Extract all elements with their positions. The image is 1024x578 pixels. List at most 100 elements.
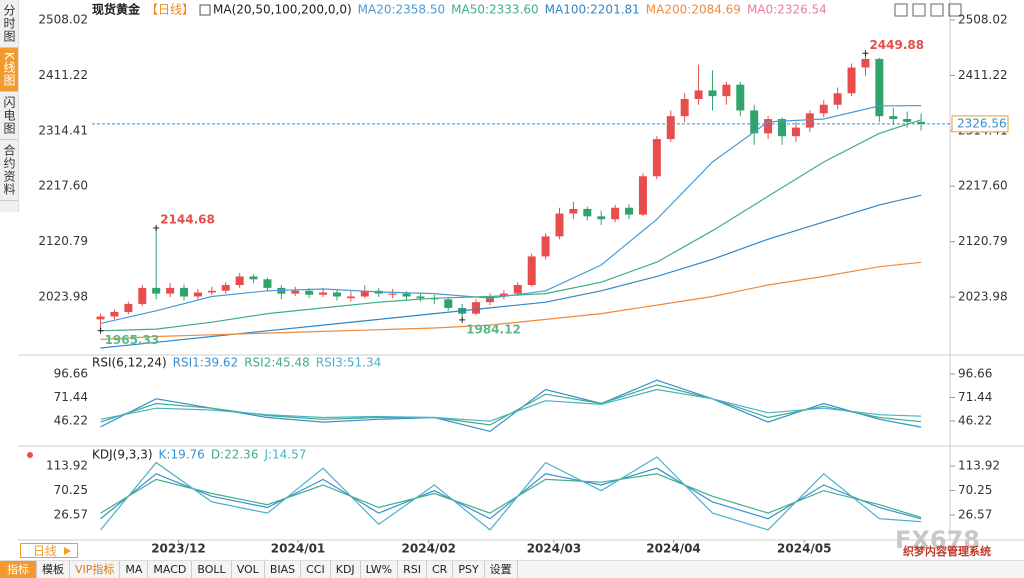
candle-body bbox=[903, 119, 912, 122]
kdj-icon bbox=[27, 452, 33, 458]
y-tick-label-left: 2217.60 bbox=[38, 179, 88, 193]
side-tabs: 分时图 K线图 闪电图 合约资料 bbox=[0, 0, 19, 212]
candle-body bbox=[207, 290, 216, 293]
toolbar-button[interactable]: 模板 bbox=[37, 561, 70, 578]
candle-body bbox=[819, 104, 828, 114]
x-tick-label: 2024/05 bbox=[777, 542, 831, 556]
candle-body bbox=[597, 216, 606, 220]
candle-body bbox=[583, 208, 592, 217]
last-price-label: 2326.56 bbox=[957, 116, 1007, 130]
side-tab[interactable]: 闪电图 bbox=[0, 92, 18, 140]
extreme-label: 2449.88 bbox=[869, 38, 924, 52]
x-tick-label: 2024/03 bbox=[527, 542, 581, 556]
candle-body bbox=[416, 296, 425, 299]
icon[interactable] bbox=[894, 3, 908, 17]
toolbar-button[interactable]: MACD bbox=[148, 561, 193, 578]
toolbar-button[interactable]: RSI bbox=[398, 561, 427, 578]
candle-body bbox=[791, 127, 800, 137]
panel-title: RSI(6,12,24) bbox=[92, 356, 167, 370]
legend-entry: J:14.57 bbox=[263, 448, 306, 462]
extreme-marker bbox=[459, 316, 466, 323]
y-tick-label: 2023.98 bbox=[958, 290, 1008, 304]
candle-body bbox=[193, 292, 202, 297]
side-tab[interactable]: 合约资料 bbox=[0, 140, 18, 201]
candle-body bbox=[444, 299, 453, 308]
period-button[interactable]: 日线 bbox=[20, 543, 78, 558]
icon[interactable] bbox=[948, 3, 962, 17]
legend-entry: MA100:2201.81 bbox=[545, 3, 640, 17]
candle-body bbox=[805, 113, 814, 128]
toolbar-button[interactable]: CR bbox=[427, 561, 454, 578]
y-tick-label-left: 113.92 bbox=[46, 459, 88, 473]
toolbar-button[interactable]: PSY bbox=[453, 561, 485, 578]
candle-body bbox=[124, 303, 133, 312]
candle-body bbox=[319, 292, 328, 295]
extreme-marker bbox=[862, 50, 869, 57]
toolbar-button[interactable]: BIAS bbox=[265, 561, 302, 578]
y-tick-label: 2508.02 bbox=[958, 13, 1008, 27]
toolbar-button[interactable]: BOLL bbox=[192, 561, 232, 578]
legend-entry: MA200:2084.69 bbox=[646, 3, 741, 17]
candle-body bbox=[861, 58, 870, 68]
toolbar-button[interactable]: VOL bbox=[232, 561, 265, 578]
y-tick-label-left: 2508.02 bbox=[38, 13, 88, 27]
watermark-cn: 织梦内容管理系统 bbox=[903, 544, 991, 558]
toolbar-button[interactable]: MA bbox=[120, 561, 149, 578]
last-price-box bbox=[951, 115, 1009, 133]
candle-body bbox=[249, 276, 258, 280]
series-line bbox=[100, 473, 922, 518]
period-label: 【日线】 bbox=[146, 3, 194, 17]
series-line bbox=[100, 456, 922, 531]
candle-body bbox=[180, 287, 189, 297]
toolbar-button[interactable]: VIP指标 bbox=[70, 561, 121, 578]
side-tab[interactable]: K线图 bbox=[0, 48, 18, 92]
panel-title: KDJ(9,3,3) bbox=[92, 448, 153, 462]
candle-body bbox=[750, 110, 759, 134]
y-tick-label: 2217.60 bbox=[958, 179, 1008, 193]
candle-body bbox=[166, 287, 175, 294]
legend-entry: MA0:2326.54 bbox=[747, 3, 827, 17]
y-tick-label: 26.57 bbox=[958, 508, 992, 522]
candle-body bbox=[889, 116, 898, 120]
candle-body bbox=[221, 285, 230, 291]
series-line bbox=[100, 119, 922, 332]
series-line bbox=[100, 467, 922, 520]
candle-body bbox=[346, 296, 355, 299]
candle-body bbox=[694, 90, 703, 100]
toolbar-button[interactable]: LW% bbox=[361, 561, 399, 578]
y-tick-label-left: 2411.22 bbox=[38, 68, 88, 82]
y-tick-label-left: 2314.41 bbox=[38, 123, 88, 137]
icon[interactable] bbox=[930, 3, 944, 17]
candle-body bbox=[764, 119, 773, 134]
legend-entry: RSI3:51.34 bbox=[316, 356, 382, 370]
y-tick-label: 70.25 bbox=[958, 483, 992, 497]
toolbar-button[interactable]: 设置 bbox=[485, 561, 518, 578]
toolbar-button[interactable]: 指标 bbox=[0, 561, 37, 578]
legend-entry: MA50:2333.60 bbox=[451, 3, 539, 17]
series-line bbox=[100, 384, 922, 426]
y-tick-label-left: 2023.98 bbox=[38, 290, 88, 304]
candle-body bbox=[291, 290, 300, 294]
legend-entry: MA20:2358.50 bbox=[358, 3, 446, 17]
icon[interactable] bbox=[912, 3, 926, 17]
extreme-label: 1965.33 bbox=[105, 333, 160, 347]
candle-body bbox=[332, 292, 341, 297]
y-tick-label-left: 70.25 bbox=[54, 483, 88, 497]
y-tick-label: 96.66 bbox=[958, 367, 992, 381]
candle-body bbox=[638, 176, 647, 215]
candle-body bbox=[847, 67, 856, 94]
legend-entry: RSI1:39.62 bbox=[173, 356, 239, 370]
candle-body bbox=[833, 93, 842, 105]
toolbar-button[interactable]: CCI bbox=[301, 561, 331, 578]
side-tab[interactable]: 分时图 bbox=[0, 0, 18, 48]
y-tick-label-left: 26.57 bbox=[54, 508, 88, 522]
candle-body bbox=[736, 84, 745, 111]
candle-body bbox=[680, 99, 689, 117]
candle-body bbox=[235, 276, 244, 286]
toolbar: 指标 模板 VIP指标 MA MACD BOLL VOL BIAS CCI KDJ LW% RSI CR… bbox=[0, 560, 1024, 578]
candle-body bbox=[555, 213, 564, 237]
indicator-label: MA(20,50,100,200,0,0) bbox=[213, 3, 352, 17]
candle-body bbox=[722, 84, 731, 97]
toolbar-button[interactable]: KDJ bbox=[331, 561, 361, 578]
